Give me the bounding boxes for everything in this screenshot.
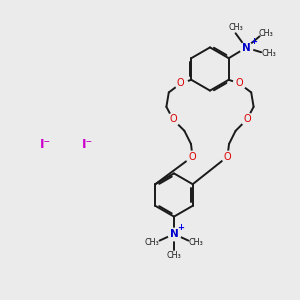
Text: I⁻: I⁻ [39, 137, 51, 151]
Text: O: O [189, 152, 196, 162]
Text: O: O [177, 78, 184, 88]
Text: +: + [177, 223, 184, 232]
Text: N: N [169, 229, 178, 239]
Text: O: O [224, 152, 231, 162]
Text: CH₃: CH₃ [261, 49, 276, 58]
Text: N: N [242, 43, 250, 53]
Text: +: + [250, 37, 257, 46]
Text: CH₃: CH₃ [259, 29, 274, 38]
Text: CH₃: CH₃ [188, 238, 203, 247]
Text: CH₃: CH₃ [167, 251, 182, 260]
Text: O: O [236, 78, 243, 88]
Text: CH₃: CH₃ [145, 238, 160, 247]
Text: I⁻: I⁻ [81, 137, 93, 151]
Text: CH₃: CH₃ [228, 23, 243, 32]
Text: O: O [243, 114, 251, 124]
Text: O: O [169, 114, 177, 124]
